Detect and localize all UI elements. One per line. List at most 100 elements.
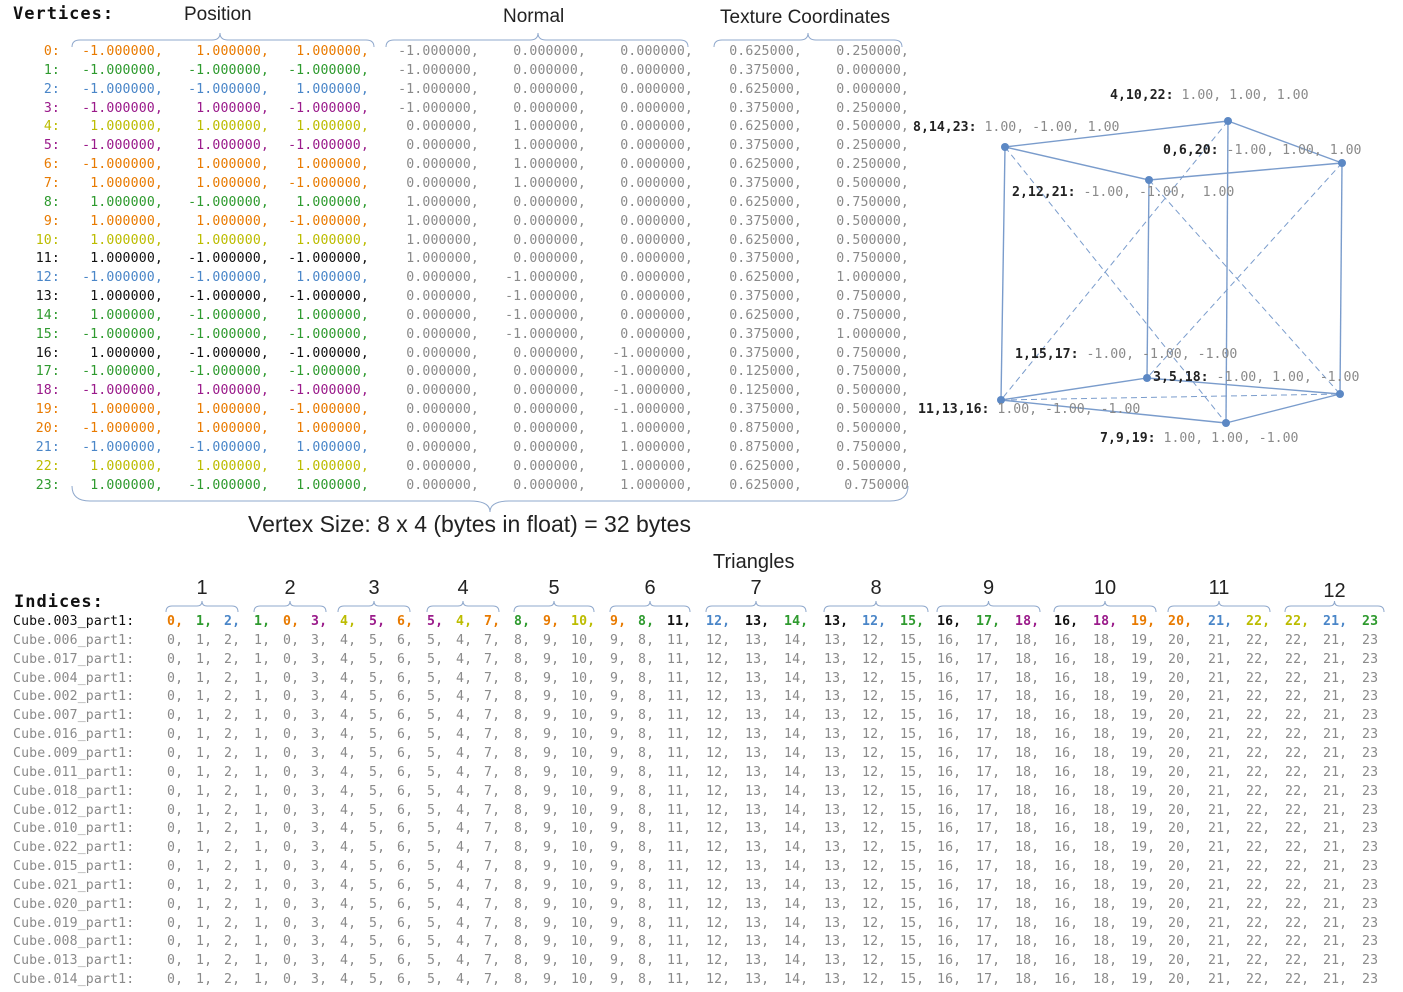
index-value: 5, [427, 764, 444, 780]
index-value: 21, [1208, 689, 1233, 705]
index-value: 9, [543, 614, 560, 629]
index-value: 20, [1168, 745, 1193, 761]
cube-label: 0,6,20: -1.00, 1.00, 1.00 [1163, 143, 1362, 158]
index-value: 13, [745, 745, 770, 761]
index-value: 1, [196, 896, 213, 912]
index-value: 13, [745, 840, 770, 856]
index-value: 5, [369, 877, 386, 893]
normal-value: 1.000000, [620, 458, 693, 474]
texcoord-value: 0.500000, [836, 383, 909, 399]
position-value: -1.000000, [288, 402, 369, 418]
index-value: 12, [706, 783, 731, 799]
index-value: 15, [900, 651, 925, 667]
index-value: 10, [571, 915, 596, 931]
index-value: 5, [427, 783, 444, 799]
cube-label: 1,15,17: -1.00, -1.00, -1.00 [1015, 347, 1238, 362]
index-value: 16, [937, 840, 962, 856]
cube-label: 3,5,18: -1.00, 1.00, -1.00 [1153, 370, 1360, 385]
index-value: 13, [745, 764, 770, 780]
index-value: 0, [167, 840, 184, 856]
normal-value: -1.000000, [398, 81, 479, 97]
mesh-name: Cube.012_part1: [13, 802, 135, 818]
cube-edge [1227, 120, 1343, 164]
cube-diagonal [1004, 146, 1227, 424]
index-value: 5, [427, 632, 444, 648]
position-value: 1.000000, [296, 307, 369, 323]
index-value: 12, [706, 670, 731, 686]
index-value: 11, [667, 896, 692, 912]
index-value: 9, [543, 689, 560, 705]
normal-value: 0.000000, [620, 100, 693, 116]
index-value: 18, [1093, 840, 1118, 856]
index-value: 8, [638, 802, 655, 818]
vertex-index: 12: [35, 270, 60, 286]
index-row: Cube.016_part1: 0, 1, 2, 1, 0, 3, 4, 5, 6, 5, 4, 7, 8… [0, 725, 1403, 744]
index-value: 1, [254, 896, 271, 912]
index-value: 22, [1246, 783, 1271, 799]
normal-value: 1.000000, [513, 138, 586, 154]
index-value: 22, [1285, 802, 1310, 818]
index-value: 2, [224, 764, 241, 780]
cube-edge [1146, 377, 1341, 395]
index-value: 13, [745, 670, 770, 686]
index-value: 4, [340, 651, 357, 667]
texcoord-value: 0.750000, [836, 251, 909, 267]
index-value: 22, [1285, 745, 1310, 761]
index-value: 3, [311, 821, 328, 837]
index-value: 19, [1131, 821, 1156, 837]
index-value: 5, [427, 651, 444, 667]
index-value: 18, [1093, 708, 1118, 724]
vertex-row: 7: 1.000000, 1.000000, -1.000000, 0.000000, 1… [0, 174, 912, 193]
index-value: 16, [937, 802, 962, 818]
index-value: 7, [484, 670, 501, 686]
index-value: 22, [1246, 632, 1271, 648]
position-value: -1.000000, [82, 270, 163, 286]
index-value: 9, [543, 745, 560, 761]
index-value: 17, [976, 670, 1001, 686]
index-value: 15, [900, 859, 925, 875]
indices-header: Indices: [14, 592, 104, 612]
index-value: 21, [1208, 821, 1233, 837]
triangle-number: 5 [548, 577, 560, 599]
index-value: 17, [976, 651, 1001, 667]
index-value: 15, [900, 764, 925, 780]
index-value: 10, [571, 670, 596, 686]
index-value: 11, [667, 783, 692, 799]
index-value: 13, [824, 840, 849, 856]
index-value: 20, [1168, 632, 1193, 648]
index-value: 1, [254, 783, 271, 799]
index-value: 4, [456, 821, 473, 837]
triangle-number: 9 [982, 577, 995, 599]
vertex-row: 0: -1.000000, 1.000000, 1.000000, -1.000000,… [0, 42, 912, 61]
index-value: 12, [862, 651, 887, 667]
texcoord-value: 0.625000, [729, 477, 802, 493]
index-value: 21, [1208, 972, 1233, 988]
index-value: 10, [571, 632, 596, 648]
texcoord-value: 0.375000, [729, 175, 802, 191]
index-value: 13, [824, 727, 849, 743]
index-value: 11, [667, 972, 692, 988]
index-value: 0, [283, 708, 300, 724]
index-value: 8, [638, 708, 655, 724]
normal-brace [385, 32, 689, 48]
index-value: 9, [543, 840, 560, 856]
position-value: 1.000000, [90, 402, 163, 418]
index-value: 5, [369, 670, 386, 686]
index-value: 11, [667, 670, 692, 686]
index-value: 15, [900, 953, 925, 969]
index-value: 22, [1246, 802, 1271, 818]
index-value: 14, [784, 821, 809, 837]
index-value: 12, [706, 840, 731, 856]
index-value: 17, [976, 614, 1001, 629]
index-value: 22, [1246, 821, 1271, 837]
index-value: 22, [1246, 896, 1271, 912]
index-value: 22, [1285, 764, 1310, 780]
normal-value: 1.000000, [620, 439, 693, 455]
vertex-table: 0: -1.000000, 1.000000, 1.000000, -1.000000,… [0, 42, 912, 498]
normal-value: 0.000000, [406, 157, 479, 173]
index-value: 15, [900, 632, 925, 648]
index-value: 4, [456, 783, 473, 799]
texcoord-value: 0.500000, [836, 458, 909, 474]
index-value: 3, [311, 896, 328, 912]
index-value: 2, [224, 821, 241, 837]
